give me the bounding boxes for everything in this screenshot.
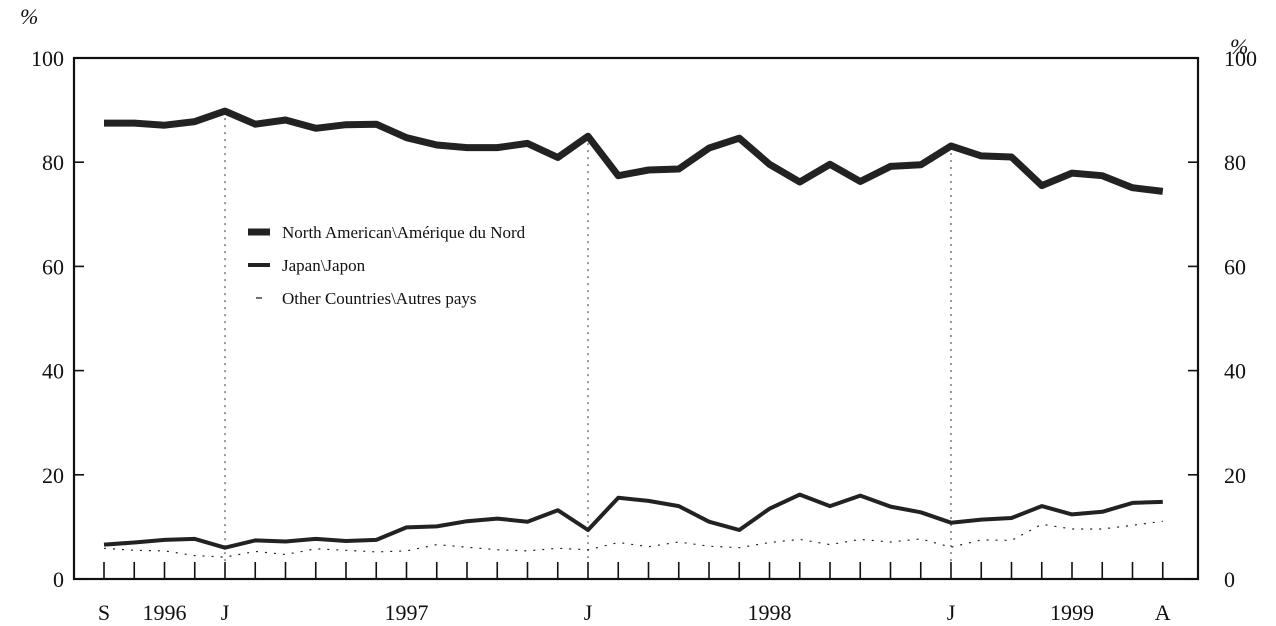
year-dividers: [224, 111, 952, 579]
y-tick-label-right: 60: [1224, 254, 1246, 279]
x-tick-label: A: [1155, 600, 1171, 625]
y-tick-label-right: 100: [1224, 46, 1257, 71]
y-tick-label-right: 20: [1224, 463, 1246, 488]
y-tick-label-right: 80: [1224, 150, 1246, 175]
x-tick-label: J: [584, 600, 593, 625]
y-tick-label-right: 40: [1224, 359, 1246, 384]
y-tick-label-left: 100: [31, 46, 64, 71]
x-tick-label: 1999: [1050, 600, 1094, 625]
x-tick-label: 1996: [143, 600, 187, 625]
y-tick-label-left: 60: [42, 254, 64, 279]
legend-label-japan: Japan\Japon: [282, 256, 366, 275]
legend: North American\Amérique du Nord Japan\Ja…: [248, 223, 526, 308]
y-tick-label-left: 40: [42, 359, 64, 384]
legend-label-north-american: North American\Amérique du Nord: [282, 223, 526, 242]
right-unit-label: %: [1230, 34, 1248, 59]
x-tick-label: J: [221, 600, 230, 625]
x-tick-label: 1997: [385, 600, 429, 625]
y-tick-label-left: 20: [42, 463, 64, 488]
left-unit-label: %: [20, 4, 38, 29]
x-tick-label: S: [98, 600, 110, 625]
y-tick-label-right: 0: [1224, 567, 1235, 592]
series-line-japan: [103, 492, 1163, 550]
x-tick-label: 1998: [748, 600, 792, 625]
series-lines: [103, 107, 1164, 558]
x-tick-label: J: [947, 600, 956, 625]
series-line-north-american: [104, 107, 1164, 195]
y-tick-label-left: 0: [53, 567, 64, 592]
plot-frame: [72, 56, 1200, 581]
axes: 0 0 20 20 40 40 60 60 80 80 100 100 S 1996 J 1997 J 1998 J…: [31, 46, 1257, 625]
legend-label-other: Other Countries\Autres pays: [282, 289, 477, 308]
y-tick-label-left: 80: [42, 150, 64, 175]
